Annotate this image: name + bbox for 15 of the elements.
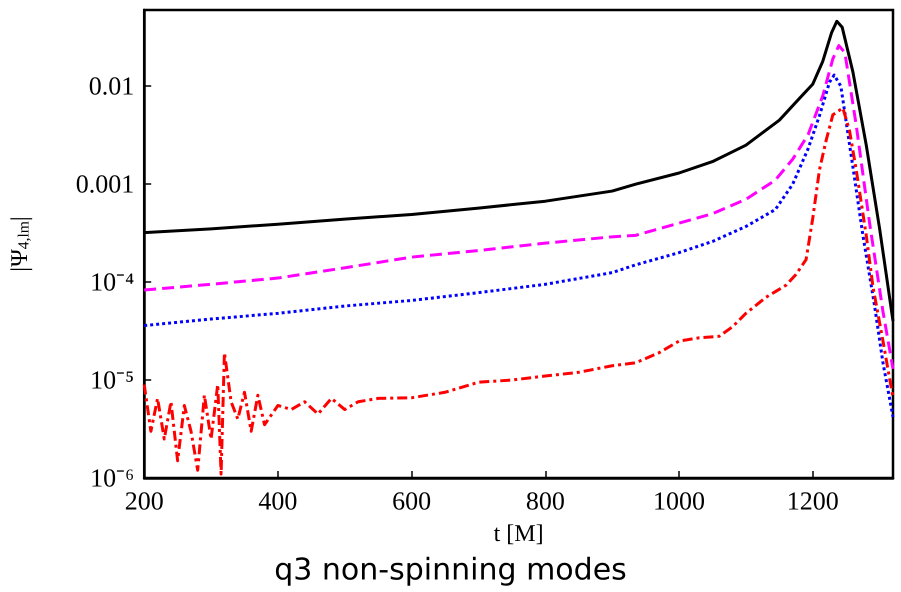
- x-tick-label: 1000: [653, 486, 706, 516]
- line-series: [142, 106, 894, 476]
- x-tick-label: 800: [526, 486, 565, 516]
- x-tick-label: 600: [392, 486, 432, 516]
- text: q3 non-spinning modes: [274, 552, 627, 588]
- y-tick-label: 0.01: [88, 72, 134, 101]
- y-tick-label: 0.001: [76, 170, 134, 199]
- line-series: [142, 74, 894, 418]
- y-tick-label: 10⁻⁴: [90, 268, 134, 297]
- x-tick-label: 1200: [786, 486, 839, 516]
- line-series: [142, 44, 894, 370]
- y-axis-title: |Ψ4,lm|: [7, 216, 33, 272]
- x-axis-title: t [M]: [494, 521, 544, 547]
- x-tick-label: 400: [258, 486, 298, 516]
- y-tick-label: 10⁻⁵: [90, 366, 134, 395]
